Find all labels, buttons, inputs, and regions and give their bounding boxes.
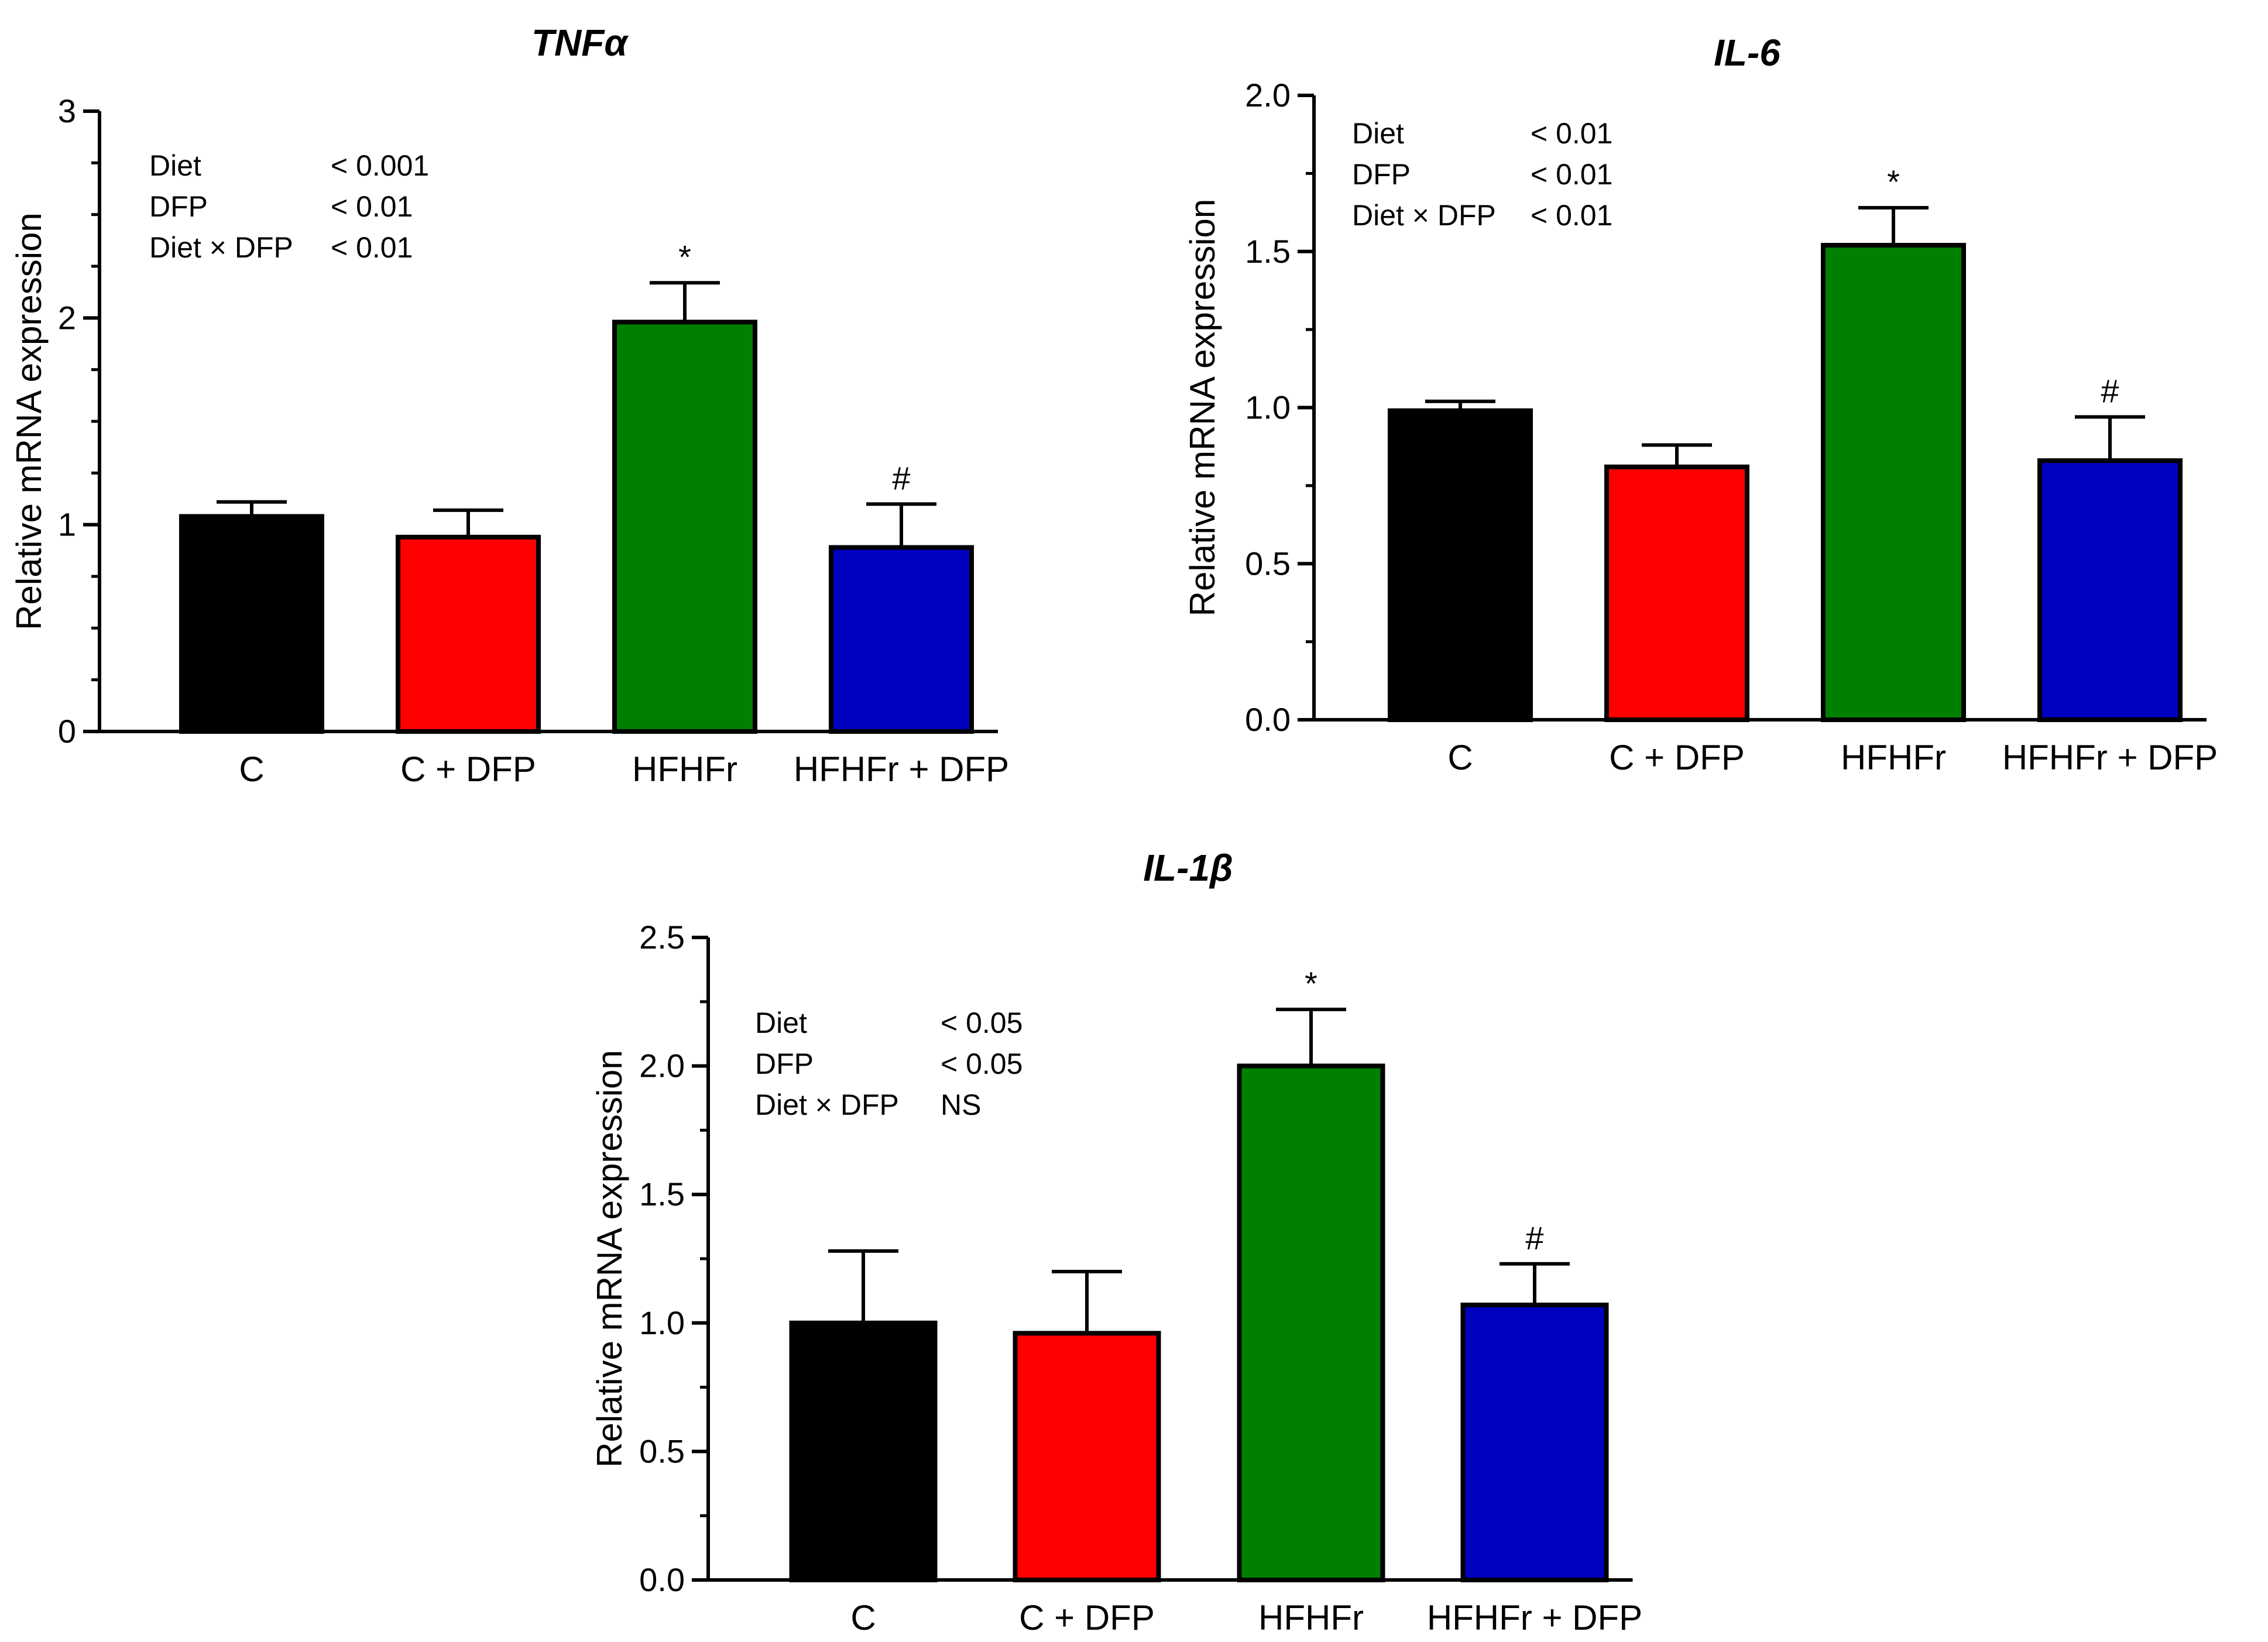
significance-marker: # <box>892 459 910 496</box>
y-tick-label: 0 <box>58 713 76 750</box>
chart-title: IL-1β <box>1143 847 1233 889</box>
significance-marker: # <box>2101 373 2119 410</box>
bar <box>829 545 974 734</box>
significance-marker: * <box>678 238 691 275</box>
y-tick-label: 2.0 <box>639 1047 685 1084</box>
stat-label: DFP <box>149 190 208 223</box>
stat-value: NS <box>941 1088 981 1121</box>
y-tick-label: 1 <box>58 506 76 543</box>
y-tick-label: 2.0 <box>1245 77 1291 114</box>
stat-label: Diet <box>1352 117 1404 150</box>
y-tick-label: 3 <box>58 92 76 129</box>
y-axis-label: Relative mRNA expression <box>590 1050 629 1468</box>
y-tick-label: 0.5 <box>1245 545 1291 582</box>
bar <box>1604 464 1749 722</box>
stat-label: DFP <box>1352 158 1411 191</box>
significance-marker: * <box>1305 965 1317 1002</box>
bar <box>1388 408 1533 722</box>
bar <box>179 514 324 734</box>
bar <box>1013 1331 1161 1582</box>
y-axis-label: Relative mRNA expression <box>9 212 49 630</box>
category-label: C + DFP <box>1019 1598 1155 1637</box>
tnf-alpha-panel: TNFα Relative mRNA expression C C + DFP * HFH… <box>9 22 1009 789</box>
stat-label: Diet <box>149 149 201 182</box>
y-tick-label: 1.0 <box>639 1304 685 1341</box>
category-label: HFHFr <box>1258 1598 1364 1637</box>
stat-value: < 0.01 <box>1531 158 1612 191</box>
stat-value: < 0.001 <box>331 149 429 182</box>
bar <box>1237 1063 1385 1582</box>
category-label: C + DFP <box>1609 738 1745 777</box>
category-label: C <box>239 750 264 789</box>
y-tick-label: 1.5 <box>1245 233 1291 270</box>
chart-title: IL-6 <box>1714 32 1780 74</box>
y-tick-label: 0.0 <box>1245 701 1291 738</box>
category-label: C <box>850 1598 876 1637</box>
category-label: HFHFr + DFP <box>1427 1598 1642 1637</box>
category-label: HFHFr <box>632 750 737 789</box>
bar <box>1460 1303 1609 1582</box>
y-tick-label: 1.5 <box>639 1176 685 1212</box>
il1b-panel: IL-1β Relative mRNA expression C C + DFP * HF… <box>590 847 1642 1637</box>
y-tick-label: 1.0 <box>1245 389 1291 426</box>
category-label: HFHFr <box>1841 738 1946 777</box>
significance-marker: # <box>1525 1220 1543 1256</box>
category-label: HFHFr + DFP <box>2002 738 2218 777</box>
stat-label: Diet × DFP <box>755 1088 899 1121</box>
bar <box>1821 243 1966 722</box>
stat-label: DFP <box>755 1047 814 1080</box>
stat-value: < 0.01 <box>331 231 413 264</box>
stat-value: < 0.05 <box>941 1007 1023 1039</box>
significance-marker: * <box>1887 163 1900 200</box>
y-axis-label: Relative mRNA expression <box>1183 199 1222 617</box>
chart-title: TNFα <box>531 22 629 64</box>
stat-value: < 0.01 <box>1531 117 1612 150</box>
stat-label: Diet × DFP <box>149 231 293 264</box>
stat-value: < 0.01 <box>331 190 413 223</box>
category-label: C + DFP <box>400 750 536 789</box>
stat-label: Diet × DFP <box>1352 199 1496 232</box>
stat-value: < 0.01 <box>1531 199 1612 232</box>
y-tick-label: 2 <box>58 299 76 336</box>
bar <box>2037 458 2183 722</box>
stat-value: < 0.05 <box>941 1047 1023 1080</box>
y-tick-label: 0.5 <box>639 1433 685 1469</box>
bar <box>396 534 541 734</box>
y-tick-label: 2.5 <box>639 919 685 956</box>
bar <box>789 1320 938 1583</box>
y-tick-label: 0.0 <box>639 1561 685 1598</box>
stat-label: Diet <box>755 1007 807 1039</box>
category-label: HFHFr + DFP <box>794 750 1009 789</box>
bar <box>612 320 757 734</box>
il6-panel: IL-6 Relative mRNA expression C C + DFP * HFH… <box>1183 32 2218 777</box>
category-label: C <box>1447 738 1473 777</box>
